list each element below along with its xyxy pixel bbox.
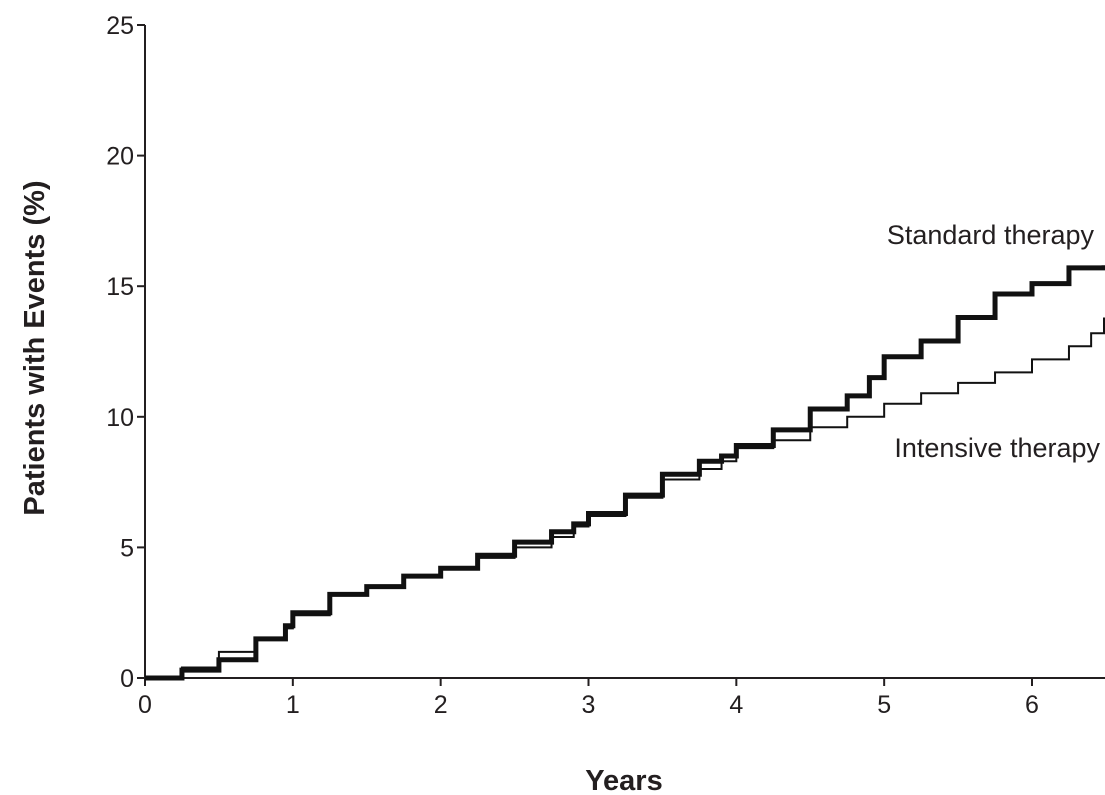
y-axis-title: Patients with Events (%) bbox=[19, 180, 51, 515]
series-label-standard-therapy: Standard therapy bbox=[887, 220, 1095, 250]
y-tick-label: 5 bbox=[120, 534, 134, 562]
x-tick-label: 1 bbox=[286, 691, 300, 719]
x-axis-title: Years bbox=[585, 765, 662, 795]
y-tick-label: 15 bbox=[106, 273, 134, 301]
x-tick-label: 2 bbox=[434, 691, 448, 719]
x-tick-label: 5 bbox=[877, 691, 891, 719]
series-line-intensive-therapy bbox=[145, 317, 1105, 679]
plot-area bbox=[145, 265, 1105, 681]
x-tick-label: 0 bbox=[138, 691, 152, 719]
x-tick-label: 4 bbox=[729, 691, 743, 719]
axes: 0 5 10 15 20 25 0 1 2 3 4 5 6 bbox=[106, 12, 1105, 719]
y-tick-label: 0 bbox=[120, 665, 134, 693]
x-tick-label: 6 bbox=[1025, 691, 1039, 719]
y-tick-label: 10 bbox=[106, 404, 134, 432]
x-tick-label: 3 bbox=[582, 691, 596, 719]
series-label-intensive-therapy: Intensive therapy bbox=[894, 433, 1100, 463]
series-line-standard-therapy bbox=[145, 265, 1105, 681]
y-tick-label: 20 bbox=[106, 143, 134, 171]
y-tick-label: 25 bbox=[106, 12, 134, 40]
